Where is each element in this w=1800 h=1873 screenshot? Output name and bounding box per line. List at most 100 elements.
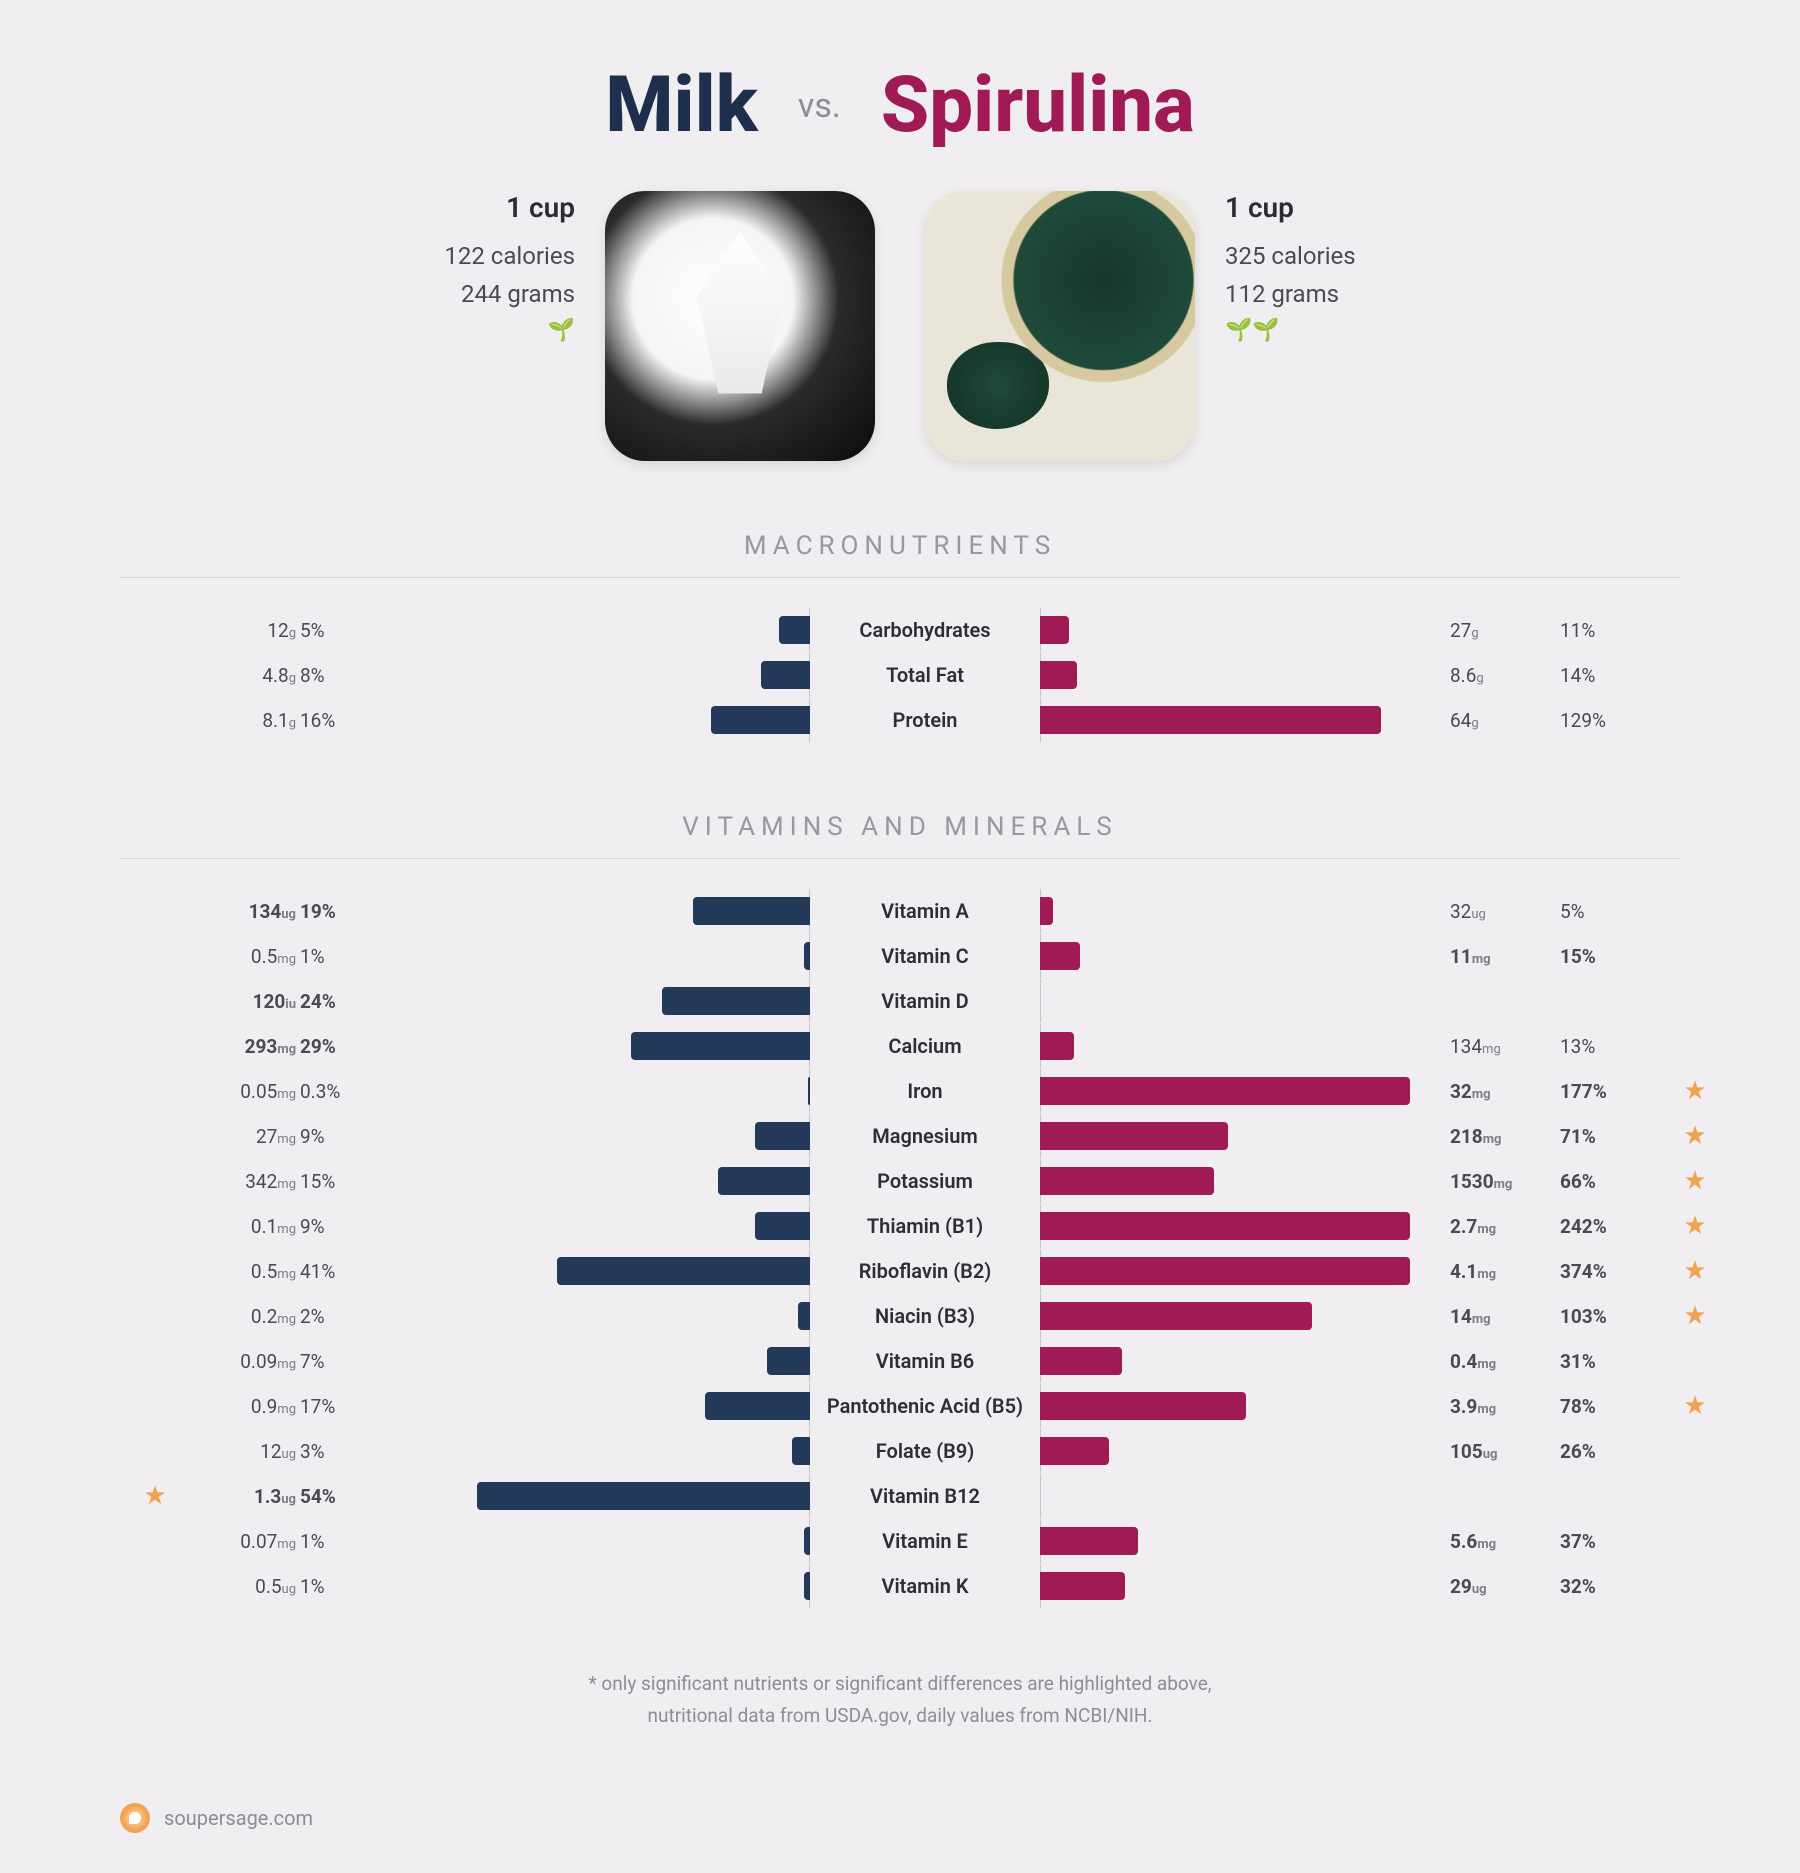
nutrient-row: 342mg15%Potassium1530mg66%★: [120, 1159, 1680, 1203]
bar-left: [804, 1527, 810, 1555]
percent-right: 5%: [1560, 900, 1660, 923]
amount-right: 32mg: [1450, 1080, 1560, 1103]
vs-separator: vs.: [798, 86, 841, 126]
bar-left-container: [440, 1572, 810, 1600]
percent-left: 16%: [300, 709, 400, 732]
nutrient-label: Potassium: [810, 1169, 1040, 1193]
bar-left-container: [440, 942, 810, 970]
bar-left: [755, 1122, 811, 1150]
bar-left-container: [440, 1212, 810, 1240]
percent-right: 14%: [1560, 664, 1660, 687]
nutrient-row: 134ug19%Vitamin A32ug5%: [120, 889, 1680, 933]
bar-right: [1040, 1302, 1312, 1330]
bar-left: [477, 1482, 810, 1510]
percent-left: 15%: [300, 1170, 400, 1193]
nutrient-label: Iron: [810, 1079, 1040, 1103]
nutrient-label: Protein: [810, 708, 1040, 732]
bar-right: [1040, 661, 1077, 689]
nutrient-row: ★1.3ug54%Vitamin B12: [120, 1474, 1680, 1518]
bar-right: [1040, 1077, 1410, 1105]
footnote-line1: * only significant nutrients or signific…: [120, 1668, 1680, 1700]
percent-right: 66%: [1560, 1170, 1660, 1193]
amount-right: 0.4mg: [1450, 1350, 1560, 1373]
nutrient-row: 4.8g8%Total Fat8.6g14%: [120, 653, 1680, 697]
percent-left: 54%: [300, 1485, 400, 1508]
star-icon-right: ★: [1660, 1256, 1730, 1286]
bar-right-container: [1040, 1392, 1410, 1420]
nutrient-label: Thiamin (B1): [810, 1214, 1040, 1238]
amount-left: 0.07mg: [190, 1530, 300, 1553]
amount-right: 134mg: [1450, 1035, 1560, 1058]
percent-right: 11%: [1560, 619, 1660, 642]
bar-right-container: [1040, 616, 1410, 644]
percent-left: 0.3%: [300, 1080, 400, 1103]
bar-left-container: [440, 1077, 810, 1105]
food-image-right: [925, 191, 1195, 461]
calories-right: 325 calories: [1225, 242, 1356, 270]
summary-left-text: 1 cup 122 calories 244 grams 🌱: [444, 191, 575, 343]
bar-left: [557, 1257, 810, 1285]
percent-right: 103%: [1560, 1305, 1660, 1328]
percent-left: 5%: [300, 619, 400, 642]
brand-name: soupersage.com: [164, 1806, 313, 1830]
percent-right: 374%: [1560, 1260, 1660, 1283]
percent-right: 129%: [1560, 709, 1660, 732]
grams-right: 112 grams: [1225, 280, 1356, 308]
bar-right-container: [1040, 987, 1410, 1015]
bar-right-container: [1040, 1077, 1410, 1105]
leaf-icon-left: 🌱: [444, 318, 575, 343]
vitamins-rows: 134ug19%Vitamin A32ug5%0.5mg1%Vitamin C1…: [120, 889, 1680, 1608]
bar-left-container: [440, 706, 810, 734]
bar-left-container: [440, 616, 810, 644]
nutrient-label: Vitamin E: [810, 1529, 1040, 1553]
bar-left: [761, 661, 810, 689]
percent-left: 1%: [300, 945, 400, 968]
nutrient-row: 293mg29%Calcium134mg13%: [120, 1024, 1680, 1068]
bar-left: [693, 897, 810, 925]
amount-right: 29ug: [1450, 1575, 1560, 1598]
bar-left: [808, 1077, 810, 1105]
bar-left-container: [440, 897, 810, 925]
macros-rows: 12g5%Carbohydrates27g11%4.8g8%Total Fat8…: [120, 608, 1680, 742]
bar-left: [718, 1167, 811, 1195]
amount-right: 5.6mg: [1450, 1530, 1560, 1553]
percent-right: 71%: [1560, 1125, 1660, 1148]
serving-left: 1 cup: [444, 191, 575, 224]
bar-right: [1040, 1392, 1246, 1420]
percent-left: 2%: [300, 1305, 400, 1328]
bar-right-container: [1040, 1212, 1410, 1240]
bar-left: [779, 616, 810, 644]
bar-left: [804, 942, 810, 970]
amount-right: 1530mg: [1450, 1170, 1560, 1193]
amount-left: 12g: [190, 619, 300, 642]
bar-right: [1040, 942, 1080, 970]
nutrient-row: 12g5%Carbohydrates27g11%: [120, 608, 1680, 652]
bar-left-container: [440, 661, 810, 689]
bar-right: [1040, 1572, 1125, 1600]
bar-right-container: [1040, 706, 1410, 734]
bar-left: [792, 1437, 811, 1465]
percent-left: 41%: [300, 1260, 400, 1283]
summary-row: 1 cup 122 calories 244 grams 🌱 1 cup 325…: [120, 191, 1680, 461]
amount-right: 105ug: [1450, 1440, 1560, 1463]
divider: [120, 858, 1680, 859]
bar-right-container: [1040, 1302, 1410, 1330]
nutrient-row: 0.5mg1%Vitamin C11mg15%: [120, 934, 1680, 978]
nutrient-row: 120iu24%Vitamin D: [120, 979, 1680, 1023]
bar-right-container: [1040, 1437, 1410, 1465]
bar-left: [798, 1302, 810, 1330]
amount-right: 64g: [1450, 709, 1560, 732]
amount-left: 0.5ug: [190, 1575, 300, 1598]
percent-left: 1%: [300, 1575, 400, 1598]
amount-left: 342mg: [190, 1170, 300, 1193]
percent-left: 19%: [300, 900, 400, 923]
bar-right-container: [1040, 1347, 1410, 1375]
nutrient-label: Vitamin C: [810, 944, 1040, 968]
percent-right: 15%: [1560, 945, 1660, 968]
nutrient-label: Vitamin B12: [810, 1484, 1040, 1508]
percent-left: 9%: [300, 1215, 400, 1238]
amount-left: 0.9mg: [190, 1395, 300, 1418]
percent-left: 7%: [300, 1350, 400, 1373]
bar-left: [767, 1347, 810, 1375]
amount-left: 8.1g: [190, 709, 300, 732]
